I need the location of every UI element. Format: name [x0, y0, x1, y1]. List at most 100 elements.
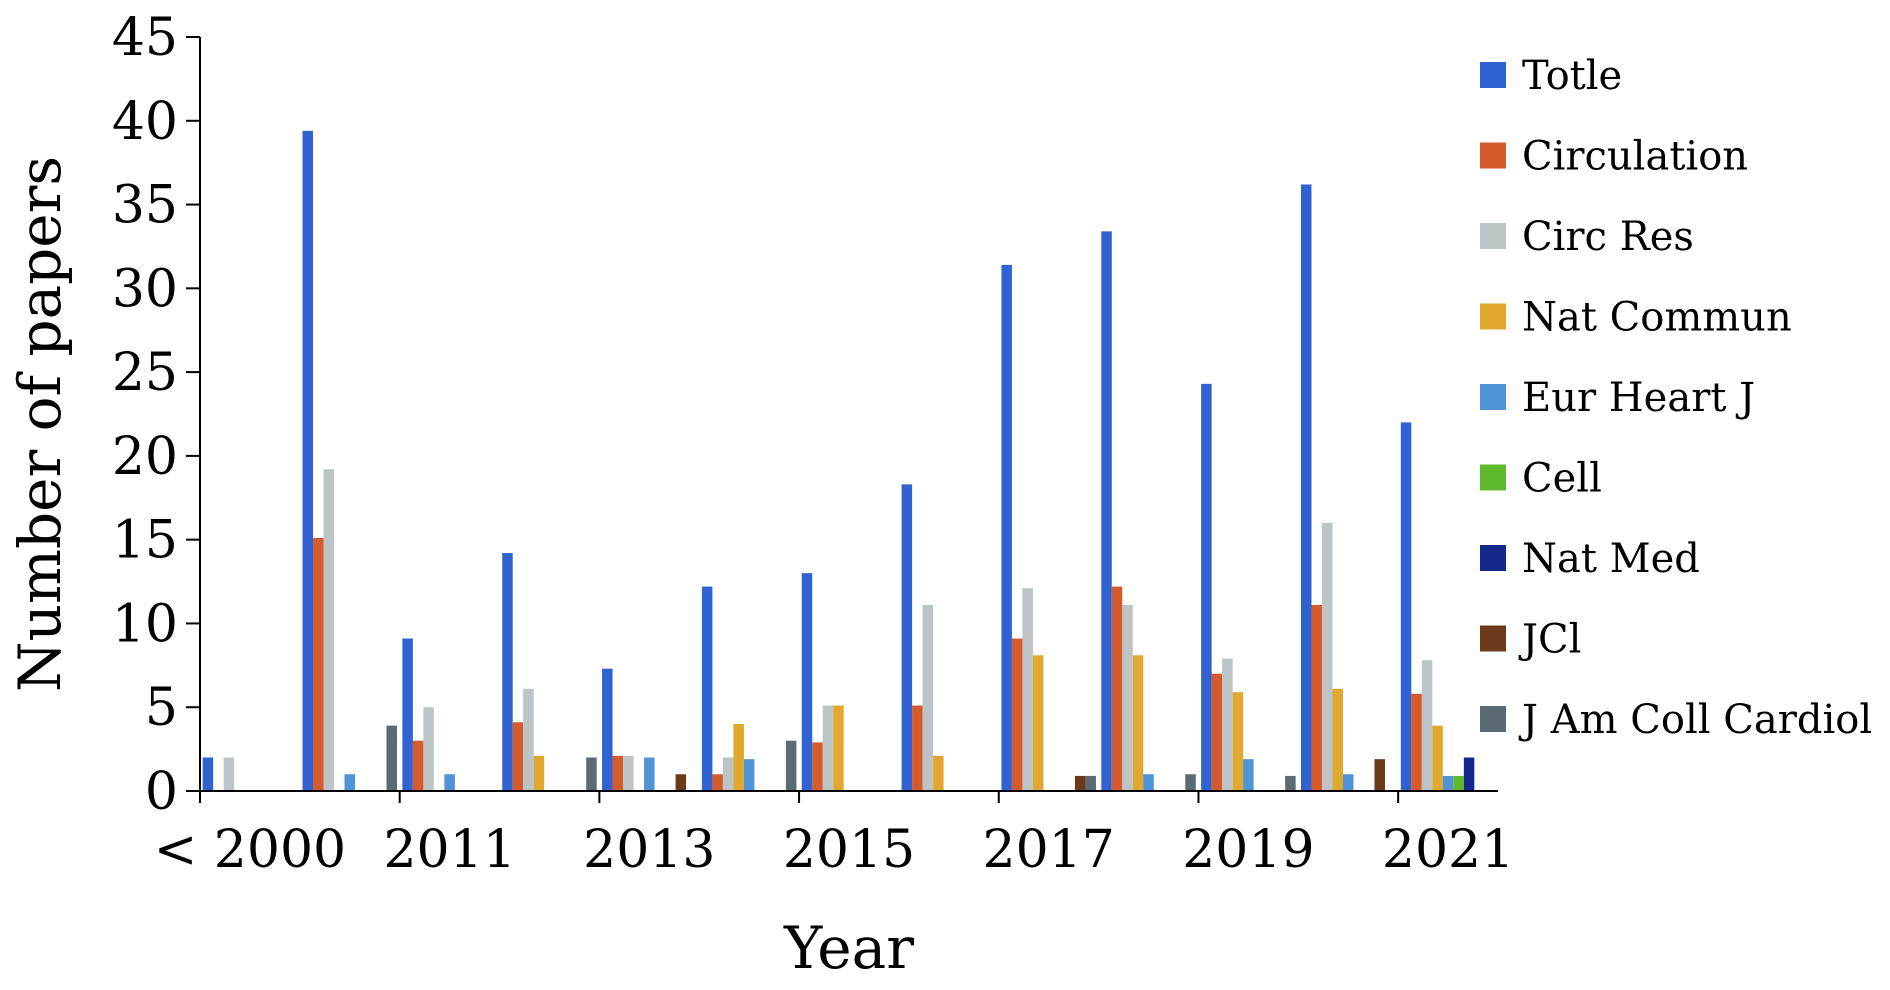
legend-label: Cell: [1522, 456, 1602, 502]
y-tick-label: 20: [112, 427, 178, 487]
legend-swatch: [1480, 142, 1506, 169]
legend-label: Nat Commun: [1522, 295, 1792, 341]
legend-label: JCl: [1518, 617, 1581, 663]
bar: [785, 740, 797, 791]
bar: [1132, 655, 1144, 791]
bar: [712, 774, 723, 791]
bar: [701, 586, 713, 791]
bar: [302, 130, 314, 791]
bar: [1300, 184, 1312, 792]
y-tick-label: 45: [112, 8, 178, 68]
bar: [1022, 588, 1033, 791]
bar: [313, 537, 324, 791]
legend-label: Nat Med: [1522, 536, 1700, 582]
bar: [1211, 673, 1223, 791]
legend-swatch: [1480, 625, 1506, 652]
y-axis-ticks: 0 5 10 15 20 25 30 35 40 45: [112, 8, 200, 822]
legend-label: Circulation: [1522, 134, 1748, 180]
y-axis-title: Number of papers: [6, 156, 74, 692]
bar: [822, 705, 834, 791]
legend-label: Eur Heart J: [1522, 375, 1755, 421]
bar: [402, 638, 413, 791]
bar: [644, 757, 655, 791]
bar: [386, 725, 398, 791]
y-tick-label: 0: [145, 762, 178, 822]
legend-label: J Am Coll Cardiol: [1518, 697, 1872, 743]
legend-label: Totle: [1522, 53, 1622, 99]
x-axis-ticks: < 2000 2011 2013 2015 2017 2019 2021: [154, 791, 1514, 880]
bar: [512, 722, 524, 791]
bar: [833, 705, 844, 791]
y-tick-label: 35: [112, 176, 178, 236]
axes: [199, 37, 1498, 792]
bar: [444, 774, 455, 791]
bar: [1074, 775, 1086, 791]
bar: [1101, 231, 1112, 791]
bar: [1374, 759, 1385, 791]
bar: [412, 740, 424, 791]
legend-swatch: [1480, 464, 1506, 491]
bar: [733, 723, 744, 791]
bar: [323, 469, 335, 791]
bar: [901, 484, 913, 791]
legend-label: Circ Res: [1522, 214, 1694, 260]
bar: [1222, 658, 1233, 791]
bar: [1243, 759, 1254, 791]
bar: [533, 755, 545, 791]
bar: [1421, 660, 1433, 791]
y-tick-label: 40: [112, 92, 178, 152]
bar: [612, 755, 624, 791]
y-tick-label: 5: [145, 678, 178, 738]
bar: [801, 573, 813, 791]
x-tick-label: 2015: [783, 820, 915, 880]
bar: [912, 705, 923, 791]
legend-swatch: [1480, 223, 1506, 249]
bar: [1285, 775, 1296, 791]
bar: [1463, 757, 1475, 791]
bar: [812, 742, 823, 791]
bar: [675, 774, 687, 791]
legend: Totle Circulation Circ Res Nat Commun Eur He…: [1480, 53, 1872, 743]
bar: [1032, 655, 1044, 791]
bar: [602, 668, 613, 791]
bar: [922, 605, 934, 791]
bar: [1311, 605, 1322, 791]
x-tick-label: 2017: [983, 820, 1115, 880]
legend-swatch: [1480, 384, 1506, 410]
bar: [1143, 774, 1154, 791]
bar: [1442, 775, 1454, 791]
bar: [1411, 693, 1422, 791]
bar: [933, 755, 944, 791]
bar: [586, 757, 597, 791]
y-tick-label: 10: [112, 594, 178, 654]
bar: [202, 757, 214, 791]
bar: [722, 757, 734, 791]
y-tick-label: 30: [112, 259, 178, 319]
x-tick-label: < 2000: [154, 820, 346, 880]
legend-swatch: [1480, 62, 1506, 88]
bar: [1321, 522, 1333, 791]
bar: [1001, 264, 1012, 791]
bars: [202, 130, 1475, 792]
y-tick-label: 25: [112, 343, 178, 403]
bar: [743, 759, 755, 791]
x-tick-label: 2011: [383, 820, 515, 880]
bar: [1232, 692, 1244, 791]
bar: [1332, 688, 1343, 791]
bar: [1201, 383, 1212, 791]
bar: [623, 755, 634, 791]
bar: [223, 757, 235, 791]
legend-swatch: [1480, 706, 1506, 732]
y-tick-label: 15: [112, 511, 178, 571]
bar: [1400, 422, 1412, 791]
legend-swatch: [1480, 545, 1506, 571]
bar: [1185, 774, 1196, 791]
bar: [344, 774, 356, 791]
bar: [1085, 775, 1096, 791]
legend-swatch: [1480, 303, 1506, 330]
bar: [523, 688, 534, 791]
x-axis-title: Year: [783, 914, 914, 982]
bar: [1111, 586, 1123, 791]
x-tick-label: 2019: [1182, 820, 1314, 880]
bar: [502, 553, 513, 791]
